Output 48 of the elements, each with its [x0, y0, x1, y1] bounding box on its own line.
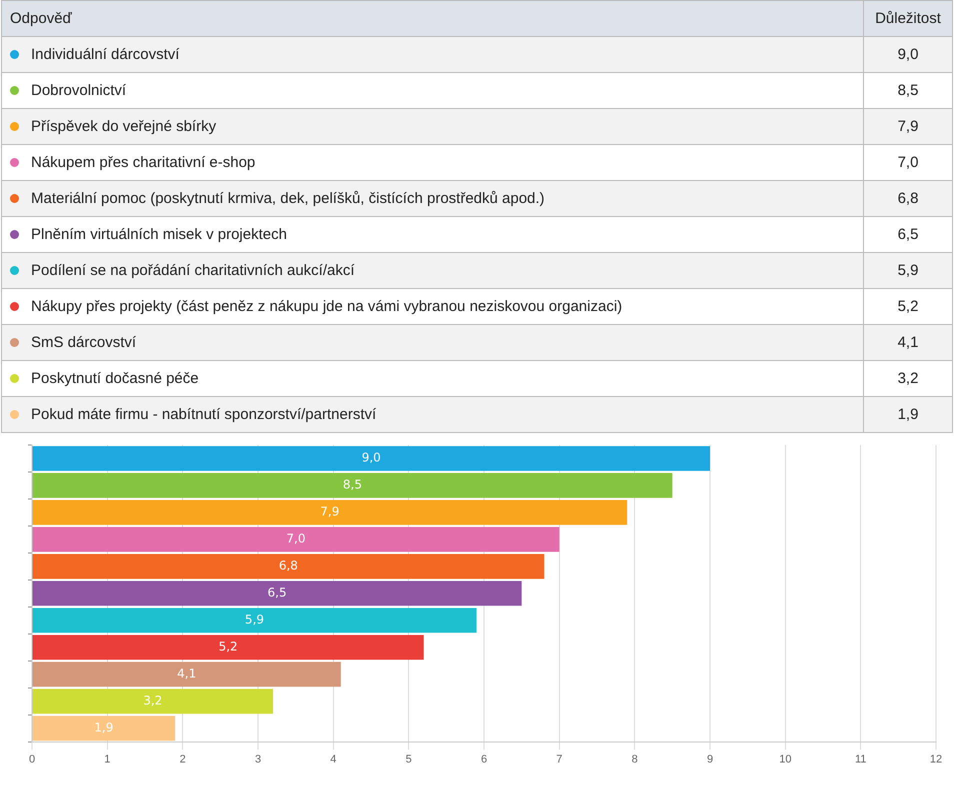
- x-tick-label: 8: [632, 753, 638, 766]
- x-tick-label: 1: [104, 753, 110, 766]
- data-label: 9,0: [362, 450, 381, 465]
- x-tick-label: 6: [480, 753, 488, 766]
- data-label: 6,5: [268, 586, 287, 600]
- text: 7,0: [898, 154, 918, 171]
- x-tick-label: 0: [28, 753, 36, 766]
- data-label: 7,0: [286, 532, 306, 546]
- x-tick-label: 11: [854, 753, 866, 766]
- x-tick-label: 2: [180, 753, 186, 766]
- text: 9,0: [898, 46, 918, 63]
- x-tick-label: 5: [406, 753, 412, 766]
- legend-label: Individuální dárcovství: [2, 36, 864, 72]
- x-tick-label: 3: [254, 753, 262, 766]
- data-label: 5,2: [218, 639, 238, 654]
- text: 4,1: [898, 334, 918, 351]
- text: 8,5: [898, 82, 918, 99]
- legend-label: Příspěvek do veřejné sbírky: [2, 108, 864, 144]
- text: 6,8: [898, 190, 918, 207]
- x-tick-label: 4: [330, 753, 336, 766]
- text: 7,9: [898, 118, 918, 135]
- legend-label: SmS dárcovství: [2, 324, 864, 360]
- x-tick-label: 7: [556, 753, 562, 766]
- legend-label: Materiální pomoc (poskytnutí krmiva, dek, pelíšků, čistících prostředků apod.): [2, 180, 864, 216]
- legend-label: Nákupy přes projekty (část peněz z nákupu jde na vámi vybranou neziskovou organizaci): [2, 288, 864, 324]
- legend-label: Nákupem přes charitativní e-shop: [2, 144, 864, 180]
- data-label: 8,5: [342, 478, 362, 492]
- text: Důležitost: [864, 0, 952, 36]
- legend-label: Poskytnutí dočasné péče: [2, 360, 864, 396]
- data-label: 5,9: [244, 612, 264, 627]
- data-label: 3,2: [143, 693, 162, 708]
- legend-label: Podílení se na pořádání charitativních aukcí/akcí: [2, 252, 864, 288]
- text: 5,2: [898, 298, 918, 315]
- data-label: 4,1: [177, 666, 196, 680]
- text: 3,2: [898, 370, 918, 387]
- x-tick-label: 12: [930, 753, 942, 766]
- legend-label: Plněním virtuálních misek v projektech: [2, 216, 864, 252]
- text: 1,9: [898, 406, 918, 423]
- x-tick-label: 9: [706, 753, 714, 766]
- text: 6,5: [898, 226, 918, 243]
- data-label: 6,8: [278, 558, 298, 573]
- legend-label: Dobrovolnictví: [2, 72, 864, 108]
- text: 5,9: [898, 262, 918, 279]
- data-label: 7,9: [320, 504, 340, 519]
- x-tick-label: 10: [779, 753, 792, 766]
- legend-label: Pokud máte firmu - nabítnutí sponzorství/partnerství: [2, 396, 864, 432]
- legend-title: Odpověď: [2, 0, 864, 36]
- data-label: 1,9: [94, 720, 114, 734]
